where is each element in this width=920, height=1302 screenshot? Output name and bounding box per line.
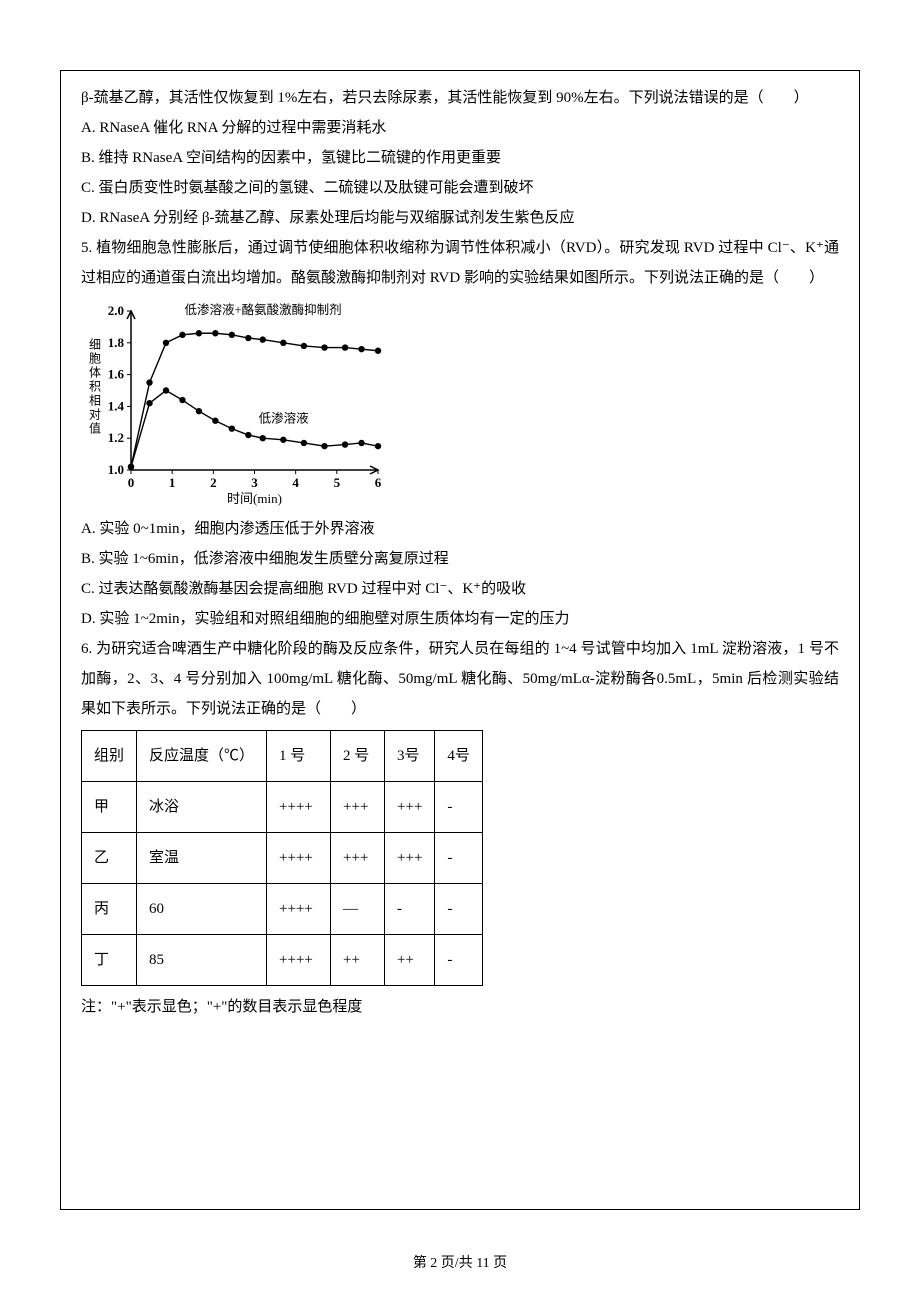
table-cell: — <box>331 884 385 935</box>
table-body: 甲冰浴++++++++++-乙室温++++++++++-丙60++++—--丁8… <box>82 782 483 986</box>
svg-text:1.6: 1.6 <box>108 367 125 382</box>
table-cell: ++++ <box>267 935 331 986</box>
q5-stem: 5. 植物细胞急性膨胀后，通过调节使细胞体积收缩称为调节性体积减小（RVD）。研… <box>81 233 839 293</box>
table-row: 丁85++++++++- <box>82 935 483 986</box>
th-tube1: 1 号 <box>267 731 331 782</box>
q5-option-d: D. 实验 1~2min，实验组和对照组细胞的细胞壁对原生质体均有一定的压力 <box>81 604 839 634</box>
page-footer: 第 2 页/共 11 页 <box>0 1250 920 1298</box>
table-cell: +++ <box>331 833 385 884</box>
svg-text:1.2: 1.2 <box>108 430 124 445</box>
table-cell: ++++ <box>267 884 331 935</box>
table-row: 乙室温++++++++++- <box>82 833 483 884</box>
chart-svg: 1.01.21.41.61.82.00123456时间(min)细胞体积相对值低… <box>81 301 386 506</box>
table-cell: 85 <box>137 935 267 986</box>
q4-option-b: B. 维持 RNaseA 空间结构的因素中，氢键比二硫键的作用更重要 <box>81 143 839 173</box>
table-cell: ++ <box>331 935 385 986</box>
table-cell: - <box>435 782 483 833</box>
svg-text:低渗溶液: 低渗溶液 <box>259 410 310 425</box>
table-note: 注："+"表示显色；"+"的数目表示显色程度 <box>81 992 839 1022</box>
table-cell: 丙 <box>82 884 137 935</box>
th-tube3: 3号 <box>385 731 435 782</box>
svg-text:4: 4 <box>292 475 299 490</box>
svg-text:1.4: 1.4 <box>108 398 125 413</box>
q5-option-b: B. 实验 1~6min，低渗溶液中细胞发生质壁分离复原过程 <box>81 544 839 574</box>
q5-option-c: C. 过表达酪氨酸激酶基因会提高细胞 RVD 过程中对 Cl⁻、K⁺的吸收 <box>81 574 839 604</box>
svg-text:时间(min): 时间(min) <box>227 491 282 506</box>
table-cell: +++ <box>331 782 385 833</box>
table-cell: ++ <box>385 935 435 986</box>
table-cell: 乙 <box>82 833 137 884</box>
table-cell: +++ <box>385 833 435 884</box>
table-cell: ++++ <box>267 833 331 884</box>
svg-text:2.0: 2.0 <box>108 303 124 318</box>
table-header-row: 组别 反应温度（℃） 1 号 2 号 3号 4号 <box>82 731 483 782</box>
q4-option-a: A. RNaseA 催化 RNA 分解的过程中需要消耗水 <box>81 113 839 143</box>
th-group: 组别 <box>82 731 137 782</box>
table-row: 丙60++++—-- <box>82 884 483 935</box>
table-cell: - <box>385 884 435 935</box>
table-cell: 丁 <box>82 935 137 986</box>
rvd-chart: 1.01.21.41.61.82.00123456时间(min)细胞体积相对值低… <box>81 301 839 506</box>
svg-text:1: 1 <box>169 475 176 490</box>
q4-option-c: C. 蛋白质变性时氨基酸之间的氢键、二硫键以及肽键可能会遭到破坏 <box>81 173 839 203</box>
page-frame: β-巯基乙醇，其活性仅恢复到 1%左右，若只去除尿素，其活性能恢复到 90%左右… <box>60 70 860 1210</box>
svg-text:1.8: 1.8 <box>108 335 125 350</box>
table-cell: ++++ <box>267 782 331 833</box>
svg-text:6: 6 <box>375 475 382 490</box>
table-cell: 室温 <box>137 833 267 884</box>
table-row: 甲冰浴++++++++++- <box>82 782 483 833</box>
th-temp: 反应温度（℃） <box>137 731 267 782</box>
table-cell: 冰浴 <box>137 782 267 833</box>
svg-text:细胞体积相对值: 细胞体积相对值 <box>89 338 101 436</box>
q5-option-a: A. 实验 0~1min，细胞内渗透压低于外界溶液 <box>81 514 839 544</box>
table-cell: - <box>435 884 483 935</box>
th-tube4: 4号 <box>435 731 483 782</box>
svg-text:3: 3 <box>251 475 258 490</box>
table-cell: +++ <box>385 782 435 833</box>
th-tube2: 2 号 <box>331 731 385 782</box>
svg-text:5: 5 <box>334 475 341 490</box>
table-cell: - <box>435 833 483 884</box>
svg-text:2: 2 <box>210 475 217 490</box>
table-cell: 60 <box>137 884 267 935</box>
q4-option-d: D. RNaseA 分别经 β-巯基乙醇、尿素处理后均能与双缩脲试剂发生紫色反应 <box>81 203 839 233</box>
table-cell: - <box>435 935 483 986</box>
svg-text:1.0: 1.0 <box>108 462 124 477</box>
svg-text:低渗溶液+酪氨酸激酶抑制剂: 低渗溶液+酪氨酸激酶抑制剂 <box>185 302 342 317</box>
experiment-table: 组别 反应温度（℃） 1 号 2 号 3号 4号 甲冰浴++++++++++-乙… <box>81 730 483 986</box>
table-cell: 甲 <box>82 782 137 833</box>
q4-intro: β-巯基乙醇，其活性仅恢复到 1%左右，若只去除尿素，其活性能恢复到 90%左右… <box>81 83 839 113</box>
q6-stem: 6. 为研究适合啤酒生产中糖化阶段的酶及反应条件，研究人员在每组的 1~4 号试… <box>81 634 839 724</box>
svg-text:0: 0 <box>128 475 135 490</box>
